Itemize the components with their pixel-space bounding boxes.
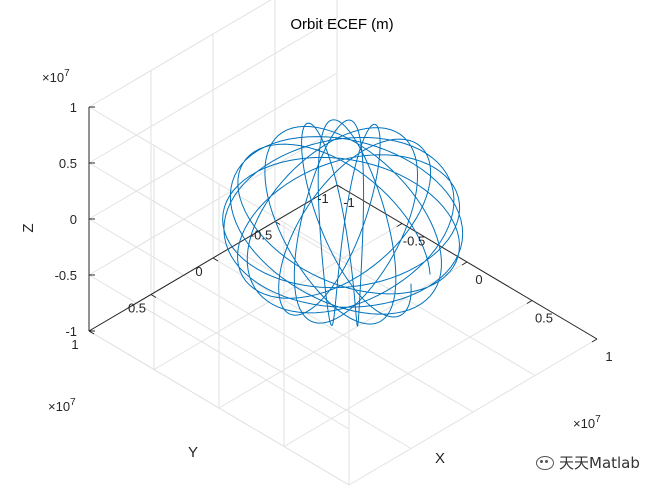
- y-tick-mark: [150, 294, 157, 298]
- x-tick-label: 0: [475, 272, 482, 287]
- x-tick-label: 1: [605, 349, 612, 364]
- z-tick-label: 0.5: [59, 156, 77, 171]
- grid-line: [150, 294, 412, 449]
- grid-line: [348, 338, 598, 486]
- svg-text:×107: ×107: [573, 414, 601, 431]
- watermark: 天天Matlab: [536, 452, 640, 473]
- x-tick-label: -1: [343, 195, 355, 210]
- x-tick-mark: [461, 261, 468, 266]
- chart-title: Orbit ECEF (m): [290, 16, 393, 33]
- wechat-icon: [536, 455, 554, 470]
- orbit-trace: [222, 119, 464, 327]
- y-axis-label: Y: [188, 444, 198, 461]
- watermark-text: 天天Matlab: [559, 454, 640, 472]
- y-tick-mark: [212, 257, 219, 262]
- grid-line: [88, 106, 350, 262]
- y-tick-label: 1: [71, 337, 78, 352]
- x-axis-label: X: [435, 450, 445, 467]
- grid-line: [212, 257, 474, 413]
- x-tick-mark: [331, 184, 338, 189]
- x-tick-label: -0.5: [403, 234, 425, 249]
- x-tick-label: 0.5: [535, 311, 553, 326]
- x-tick-mark: [396, 223, 403, 227]
- grid-line: [88, 16, 338, 164]
- svg-text:×107: ×107: [42, 68, 70, 85]
- z-axis-label: Z: [20, 223, 37, 232]
- y-tick-label: 0.5: [128, 301, 146, 316]
- grid-line: [88, 330, 350, 486]
- z-tick-label: -0.5: [55, 268, 77, 283]
- z-tick-label: 0: [70, 212, 77, 227]
- orbit-line: [222, 119, 464, 327]
- grid-line: [88, 0, 272, 108]
- tick-labels: -1 -1 -1 -0.5 -0.5 -0.5 0 0 0 0.5 0.5 0.5 1 1 1: [55, 100, 613, 364]
- grid-line: [88, 162, 350, 318]
- grid-line: [283, 300, 533, 447]
- y-tick-mark: [88, 330, 95, 335]
- y-exponent-label: ×107: [48, 397, 76, 414]
- svg-text:×107: ×107: [48, 397, 76, 414]
- y-tick-mark: [336, 184, 343, 189]
- y-tick-label: 0: [195, 264, 202, 279]
- y-tick-label: -0.5: [250, 228, 272, 243]
- x-tick-mark: [591, 338, 598, 343]
- y-tick-label: -1: [317, 191, 329, 206]
- axes-box: [88, 106, 598, 343]
- z-tick-label: 1: [70, 100, 77, 115]
- x-tick-mark: [526, 300, 533, 304]
- grid-line: [88, 72, 338, 220]
- x-exponent-label: ×107: [573, 414, 601, 431]
- grid-line: [88, 218, 350, 374]
- z-tick-label: -1: [65, 324, 77, 339]
- axes-grid: [88, 0, 598, 486]
- z-exponent-label: ×107: [42, 68, 70, 85]
